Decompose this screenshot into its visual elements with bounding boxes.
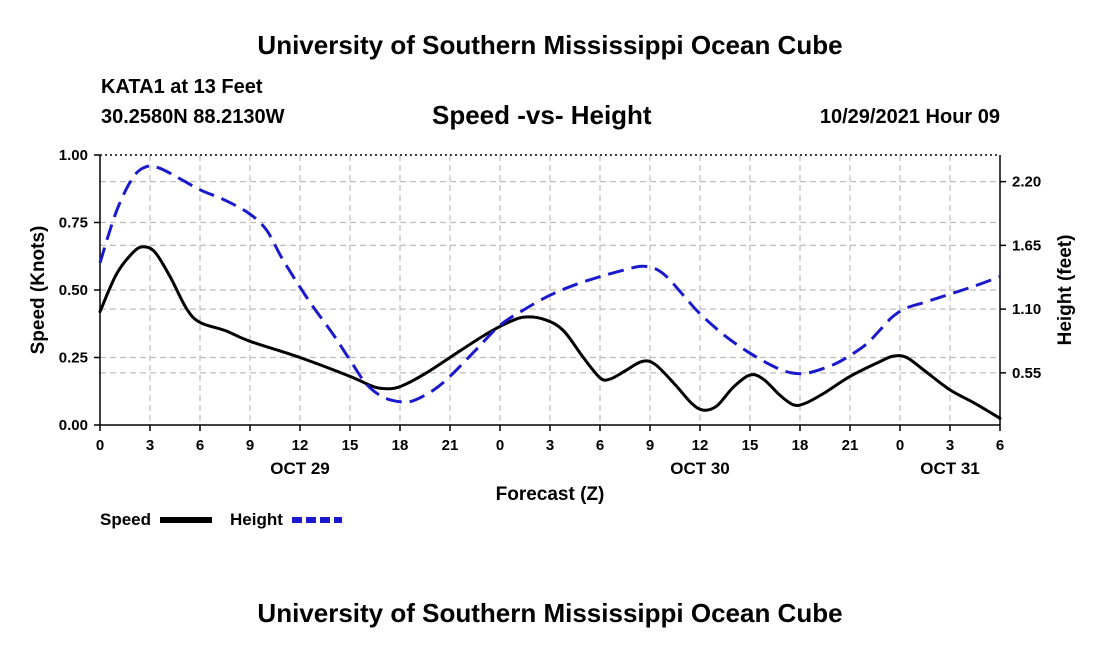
y2-tick-label: 1.10 xyxy=(1012,301,1041,318)
legend: Speed Height xyxy=(100,510,342,529)
x-tick-label: 21 xyxy=(842,437,859,454)
x-tick-label: 15 xyxy=(342,437,359,454)
x-tick-label: 12 xyxy=(692,437,709,454)
x-tick-label: 3 xyxy=(546,437,554,454)
y2-tick-label: 0.55 xyxy=(1012,365,1041,382)
x-tick-label: 0 xyxy=(896,437,904,454)
plot-frame xyxy=(94,154,1006,431)
y2-axis-title: Height (feet) xyxy=(1055,235,1076,346)
x-tick-label: 21 xyxy=(442,437,459,454)
x-date-label: OCT 29 xyxy=(270,459,330,478)
axis-labels: 0 3 6 9 12 15 18 21 0 3 6 9 12 15 18 21 0 3 6 OCT 29 OCT 30 O… xyxy=(59,147,1041,478)
x-tick-label: 6 xyxy=(196,437,204,454)
x-axis-title: Forecast (Z) xyxy=(496,484,605,505)
x-tick-label: 9 xyxy=(246,437,254,454)
x-tick-label: 0 xyxy=(496,437,504,454)
x-date-label: OCT 31 xyxy=(920,459,980,478)
y-tick-label: 0.50 xyxy=(59,282,88,299)
forecast-run-date: 10/29/2021 Hour 09 xyxy=(819,106,1000,128)
station-coordinates: 30.2580N 88.2130W xyxy=(101,106,285,128)
legend-height-label: Height xyxy=(230,510,283,529)
chart-title: Speed -vs- Height xyxy=(432,100,652,130)
y-tick-label: 1.00 xyxy=(59,147,88,164)
y-tick-label: 0.00 xyxy=(59,417,88,434)
x-tick-label: 0 xyxy=(96,437,104,454)
x-tick-label: 3 xyxy=(146,437,154,454)
x-tick-label: 6 xyxy=(996,437,1004,454)
footer-title: University of Southern Mississippi Ocean… xyxy=(257,598,843,628)
x-tick-label: 3 xyxy=(946,437,954,454)
x-tick-label: 9 xyxy=(646,437,654,454)
y-tick-label: 0.75 xyxy=(59,215,88,232)
station-label: KATA1 at 13 Feet xyxy=(101,76,263,98)
x-date-label: OCT 30 xyxy=(670,459,730,478)
y-axis-title: Speed (Knots) xyxy=(28,226,49,355)
x-tick-label: 12 xyxy=(292,437,309,454)
y2-tick-label: 2.20 xyxy=(1012,174,1041,191)
series-layer xyxy=(98,164,1002,420)
series-line-speed xyxy=(98,245,1002,420)
x-tick-label: 18 xyxy=(392,437,409,454)
legend-speed-label: Speed xyxy=(100,510,151,529)
series-line-height xyxy=(98,164,1001,404)
y2-tick-label: 1.65 xyxy=(1012,237,1041,254)
x-tick-label: 15 xyxy=(742,437,759,454)
grid-lines xyxy=(100,155,1000,425)
x-tick-label: 6 xyxy=(596,437,604,454)
y-tick-label: 0.25 xyxy=(59,350,88,367)
page-title: University of Southern Mississippi Ocean… xyxy=(257,30,843,60)
x-tick-label: 18 xyxy=(792,437,809,454)
